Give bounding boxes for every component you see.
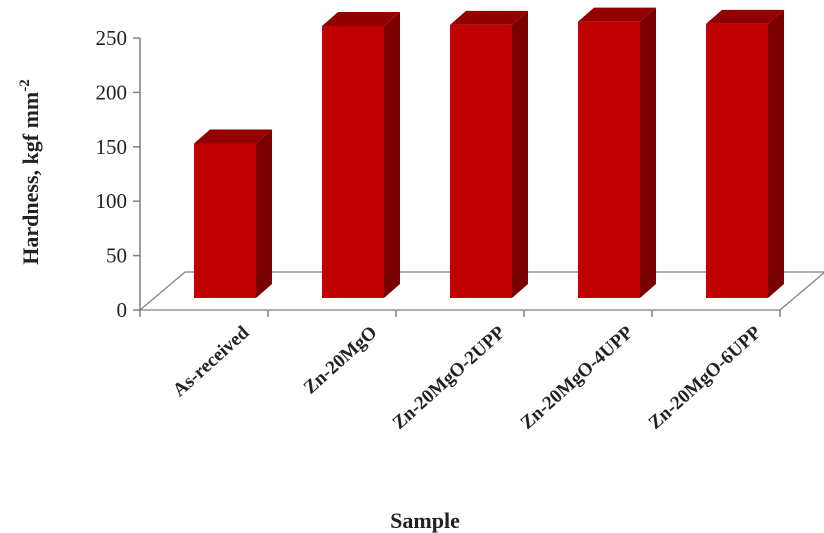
y-axis-title: Hardness, kgf mm-2 [17, 79, 43, 264]
bar-top [706, 9, 784, 24]
bar [578, 7, 656, 298]
bar-front [450, 24, 512, 299]
bar-side [512, 10, 528, 299]
x-tick-labels: As-received Zn-20MgO Zn-20MgO-2UPP Zn-20MgO… [169, 322, 766, 434]
bar-side [768, 9, 784, 298]
y-axis-title-superscript: -2 [17, 79, 33, 92]
y-tick-label: 200 [96, 80, 128, 104]
bar-front [194, 143, 256, 298]
y-tick-labels: 0 50 100 150 200 250 [96, 26, 128, 322]
bar [194, 129, 272, 298]
x-tick-label: Zn-20MgO-4UPP [517, 322, 638, 434]
y-tick-label: 100 [96, 189, 128, 213]
bar-side [384, 12, 400, 298]
bar [322, 12, 400, 298]
x-tick-label: Zn-20MgO-6UPP [645, 322, 766, 434]
bar-front [322, 26, 384, 298]
bar-top [450, 10, 528, 25]
bar-front [706, 23, 768, 298]
y-tick-label: 250 [96, 26, 128, 50]
y-tick-label: 50 [106, 244, 127, 268]
bar [450, 10, 528, 299]
bar-side [256, 129, 272, 298]
bar-top [194, 129, 272, 144]
bar-top [578, 7, 656, 22]
bar [706, 9, 784, 298]
y-axis [133, 37, 781, 317]
bar-side [640, 7, 656, 298]
bar-top [322, 12, 400, 26]
x-tick-label: Zn-20MgO-2UPP [389, 322, 510, 434]
y-tick-label: 0 [117, 298, 128, 322]
y-tick-label: 150 [96, 135, 128, 159]
bars [194, 7, 784, 299]
x-tick-label: Zn-20MgO [300, 322, 382, 398]
y-axis-title-main: Hardness, kgf mm [18, 92, 43, 265]
bar-front [578, 21, 640, 298]
x-axis-title: Sample [390, 508, 460, 533]
x-tick-label: As-received [169, 322, 254, 401]
